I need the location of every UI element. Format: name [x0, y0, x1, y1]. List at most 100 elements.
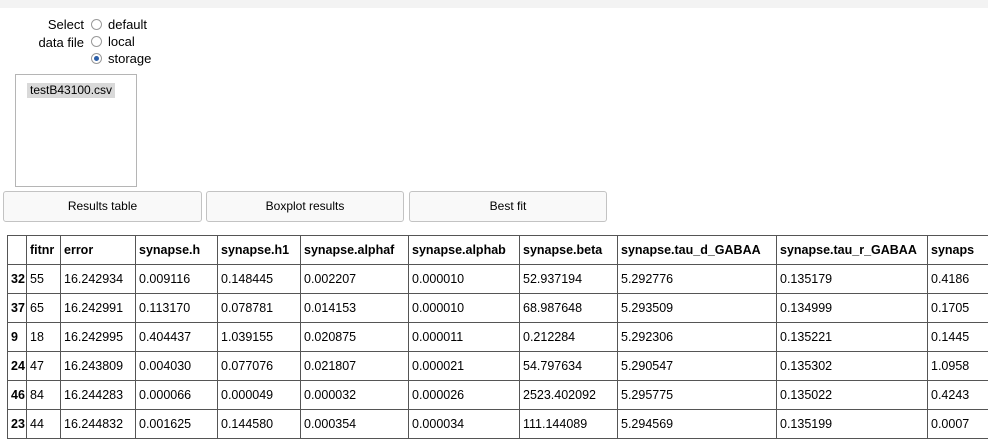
row-index: 37: [8, 294, 27, 323]
boxplot-results-button[interactable]: Boxplot results: [206, 191, 404, 222]
table-cell: 44: [27, 410, 61, 439]
column-header: synapse.h1: [218, 236, 301, 265]
radio-option-local[interactable]: local: [91, 33, 135, 50]
table-cell: 0.148445: [218, 265, 301, 294]
table-cell: 0.020875: [301, 323, 409, 352]
table-cell: 16.243809: [61, 352, 136, 381]
table-cell: 0.000049: [218, 381, 301, 410]
table-cell: 5.292776: [618, 265, 777, 294]
table-cell: 0.000010: [409, 265, 520, 294]
radio-option-storage[interactable]: storage: [91, 50, 151, 67]
column-header: synapse.beta: [520, 236, 618, 265]
column-header: synapse.tau_d_GABAA: [618, 236, 777, 265]
table-cell: 0.1705: [928, 294, 988, 323]
column-header: error: [61, 236, 136, 265]
table-cell: 111.144089: [520, 410, 618, 439]
table-cell: 0.002207: [301, 265, 409, 294]
table-cell: 0.004030: [136, 352, 218, 381]
table-cell: 0.077076: [218, 352, 301, 381]
table-cell: 16.244832: [61, 410, 136, 439]
row-index: 23: [8, 410, 27, 439]
column-header: synapse.alphaf: [301, 236, 409, 265]
table-cell: 5.290547: [618, 352, 777, 381]
table-cell: 0.135221: [777, 323, 928, 352]
radio-option-label: local: [108, 34, 135, 49]
table-cell: 1.0958: [928, 352, 988, 381]
table-cell: 5.295775: [618, 381, 777, 410]
table-cell: 0.135179: [777, 265, 928, 294]
table-cell: 0.135302: [777, 352, 928, 381]
table-cell: 0.078781: [218, 294, 301, 323]
table-cell: 47: [27, 352, 61, 381]
table-cell: 0.001625: [136, 410, 218, 439]
table-cell: 0.1445: [928, 323, 988, 352]
table-cell: 0.135199: [777, 410, 928, 439]
table-cell: 54.797634: [520, 352, 618, 381]
table-cell: 68.987648: [520, 294, 618, 323]
table-cell: 5.293509: [618, 294, 777, 323]
table-cell: 0.135022: [777, 381, 928, 410]
table-cell: 0.404437: [136, 323, 218, 352]
table-cell: 16.242995: [61, 323, 136, 352]
radio-button-icon[interactable]: [91, 36, 102, 47]
table-cell: 1.039155: [218, 323, 301, 352]
table-cell: 0.000066: [136, 381, 218, 410]
table-cell: 65: [27, 294, 61, 323]
table-cell: 84: [27, 381, 61, 410]
column-header: fitnr: [27, 236, 61, 265]
table-cell: 0.212284: [520, 323, 618, 352]
top-strip: [0, 0, 988, 8]
table-cell: 0.000021: [409, 352, 520, 381]
table-cell: 55: [27, 265, 61, 294]
row-index: 46: [8, 381, 27, 410]
table-cell: 5.294569: [618, 410, 777, 439]
row-index: 9: [8, 323, 27, 352]
table-cell: 16.244283: [61, 381, 136, 410]
results-table-button[interactable]: Results table: [3, 191, 202, 222]
file-item-selected[interactable]: testB43100.csv: [27, 83, 115, 98]
table-cell: 0.144580: [218, 410, 301, 439]
radio-option-label: default: [108, 17, 147, 32]
table-cell: 0.4186: [928, 265, 988, 294]
table-cell: 0.134999: [777, 294, 928, 323]
column-header: [8, 236, 27, 265]
table-cell: 0.000011: [409, 323, 520, 352]
table-cell: 0.113170: [136, 294, 218, 323]
table-cell: 0.0007: [928, 410, 988, 439]
table-cell: 52.937194: [520, 265, 618, 294]
row-index: 24: [8, 352, 27, 381]
file-list[interactable]: testB43100.csv: [15, 74, 137, 187]
table-cell: 0.014153: [301, 294, 409, 323]
table-cell: 18: [27, 323, 61, 352]
radio-option-label: storage: [108, 51, 151, 66]
table-cell: 16.242991: [61, 294, 136, 323]
column-header: synapse.h: [136, 236, 218, 265]
table-cell: 0.000034: [409, 410, 520, 439]
table-cell: 0.000032: [301, 381, 409, 410]
radio-button-icon[interactable]: [91, 19, 102, 30]
column-header: synapse.alphab: [409, 236, 520, 265]
table-cell: 0.000010: [409, 294, 520, 323]
table-cell: 0.021807: [301, 352, 409, 381]
table-cell: 5.292306: [618, 323, 777, 352]
row-index: 32: [8, 265, 27, 294]
column-header: synaps: [928, 236, 988, 265]
table-cell: 0.000354: [301, 410, 409, 439]
table-cell: 0.009116: [136, 265, 218, 294]
table-cell: 0.4243: [928, 381, 988, 410]
table-cell: 0.000026: [409, 381, 520, 410]
radio-option-default[interactable]: default: [91, 16, 147, 33]
best-fit-button[interactable]: Best fit: [409, 191, 607, 222]
table-cell: 2523.402092: [520, 381, 618, 410]
radio-button-icon[interactable]: [91, 53, 102, 64]
